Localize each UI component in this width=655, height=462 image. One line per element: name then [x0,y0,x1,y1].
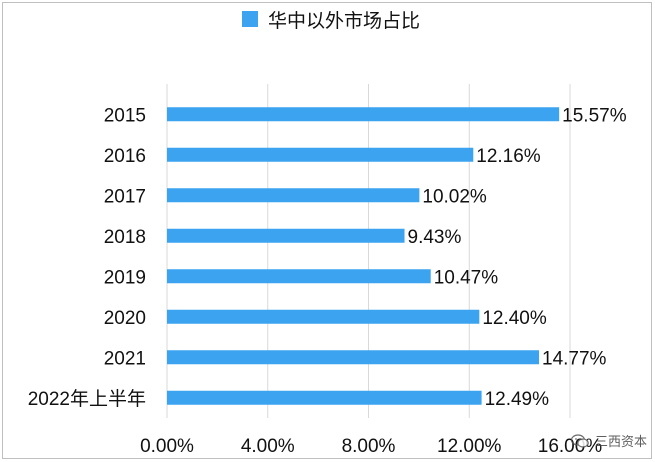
legend-label: 华中以外市场占比 [268,10,421,32]
bar [167,228,405,243]
legend-swatch [242,11,258,27]
value-label: 15.57% [562,105,627,126]
bar [167,107,560,122]
bar [167,390,482,405]
x-tick-label: 4.00% [241,436,295,457]
category-label: 2021 [104,348,146,369]
x-tick-label: 12.00% [437,436,502,457]
category-label: 2022年上半年 [28,388,146,410]
value-label: 12.49% [485,389,550,410]
category-label: 2015 [104,105,146,126]
category-label: 2016 [104,146,146,167]
value-label: 12.40% [482,308,547,329]
x-tick-label: 0.00% [140,436,194,457]
category-label: 2020 [104,308,146,329]
bar [167,350,540,365]
value-label: 10.02% [422,186,487,207]
bar [167,269,431,284]
bar [167,188,420,203]
watermark-text: 三西资本 [594,434,647,449]
value-label: 12.16% [476,146,541,167]
category-label: 2019 [104,267,146,288]
watermark: 三西资本 [570,431,647,450]
bar [167,309,480,324]
bar [167,147,474,162]
category-label: 2018 [104,227,146,248]
legend: 华中以外市场占比 [242,6,420,32]
value-label: 10.47% [434,267,499,288]
x-tick-label: 8.00% [342,436,396,457]
value-label: 9.43% [408,227,462,248]
value-label: 14.77% [542,348,607,369]
wechat-icon [570,433,589,448]
category-label: 2017 [104,186,146,207]
